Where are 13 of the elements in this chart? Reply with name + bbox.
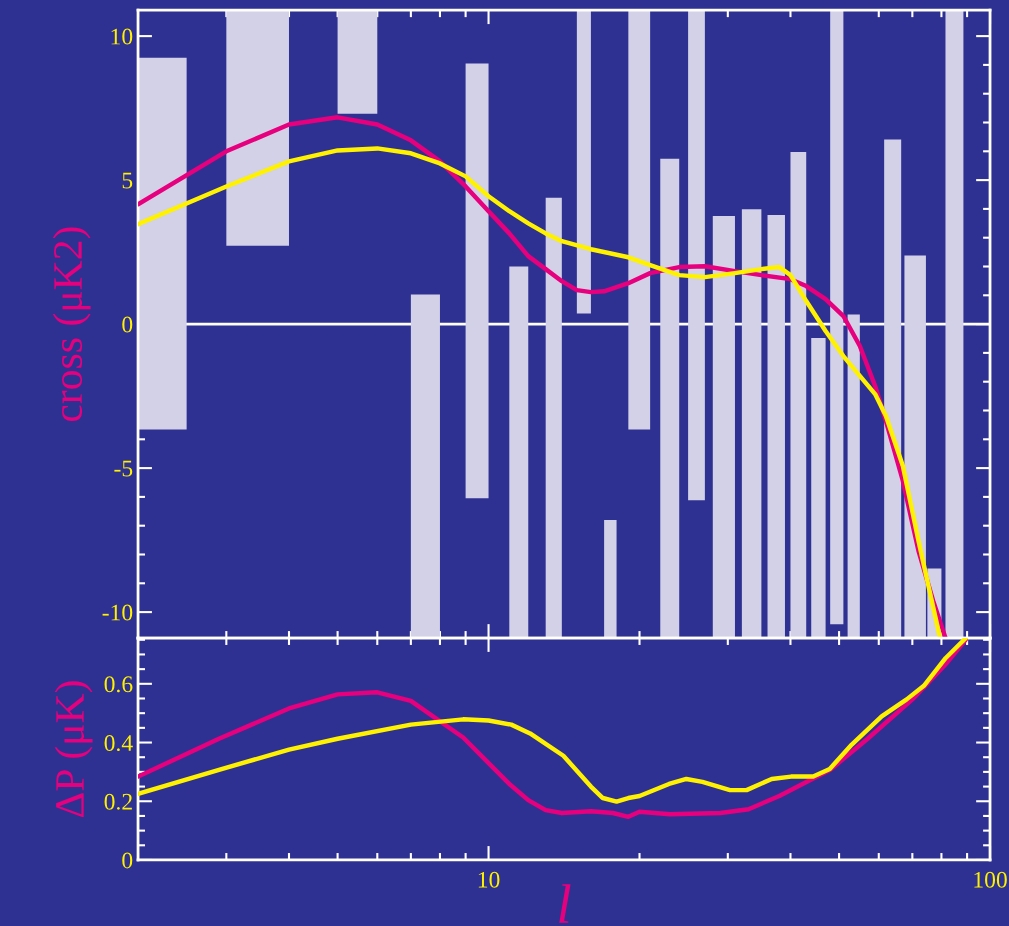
y-tick-label: 0.6 (104, 676, 133, 693)
y-axis-title: cross (μK2) (52, 227, 91, 422)
y-tick-label: 5 (122, 172, 133, 189)
y-tick-label: -5 (114, 460, 133, 477)
y-tick-label: 0 (122, 316, 133, 333)
y-tick-label: 0 (122, 852, 133, 869)
x-tick-label: 100 (974, 871, 1007, 888)
y-tick-label: 0.4 (104, 735, 133, 752)
y-tick-label: 10 (111, 28, 133, 45)
y-tick-label: -10 (102, 604, 133, 621)
x-axis-title: l (559, 884, 571, 923)
y-tick-label: 0.2 (104, 793, 132, 810)
y-axis-title: ΔP (μK) (54, 681, 93, 817)
